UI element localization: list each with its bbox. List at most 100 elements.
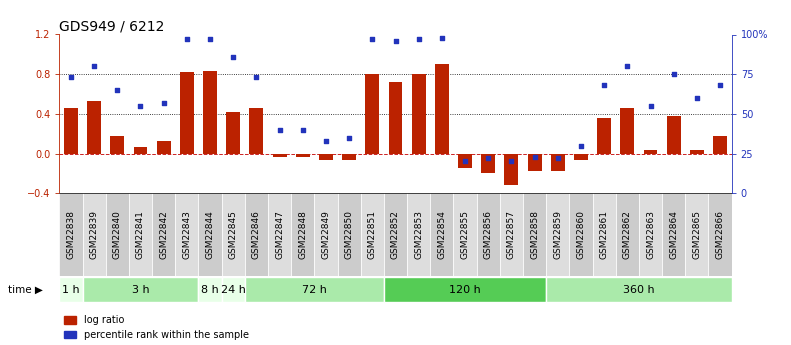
FancyBboxPatch shape bbox=[152, 193, 176, 276]
Bar bbox=[134, 147, 147, 154]
Bar bbox=[505, 154, 518, 185]
Point bbox=[436, 35, 448, 40]
FancyBboxPatch shape bbox=[570, 193, 592, 276]
Text: GSM22854: GSM22854 bbox=[437, 210, 446, 259]
FancyBboxPatch shape bbox=[338, 193, 361, 276]
FancyBboxPatch shape bbox=[453, 193, 477, 276]
Text: GSM22851: GSM22851 bbox=[368, 210, 377, 259]
Bar bbox=[319, 154, 333, 160]
Bar bbox=[620, 108, 634, 154]
FancyBboxPatch shape bbox=[523, 193, 547, 276]
Text: GSM22845: GSM22845 bbox=[229, 210, 238, 259]
Point bbox=[343, 135, 355, 140]
Text: GSM22861: GSM22861 bbox=[600, 210, 608, 259]
FancyBboxPatch shape bbox=[662, 193, 685, 276]
FancyBboxPatch shape bbox=[384, 277, 547, 302]
FancyBboxPatch shape bbox=[384, 193, 407, 276]
Text: GSM22865: GSM22865 bbox=[692, 210, 702, 259]
FancyBboxPatch shape bbox=[430, 193, 453, 276]
FancyBboxPatch shape bbox=[500, 193, 523, 276]
Point bbox=[88, 63, 100, 69]
Bar bbox=[110, 136, 124, 154]
Point bbox=[598, 82, 611, 88]
FancyBboxPatch shape bbox=[59, 193, 82, 276]
Bar bbox=[157, 141, 171, 154]
Text: GSM22852: GSM22852 bbox=[391, 210, 400, 259]
FancyBboxPatch shape bbox=[547, 277, 732, 302]
Legend: log ratio, percentile rank within the sample: log ratio, percentile rank within the sa… bbox=[64, 315, 248, 340]
Point bbox=[621, 63, 634, 69]
Text: GSM22863: GSM22863 bbox=[646, 210, 655, 259]
FancyBboxPatch shape bbox=[547, 193, 570, 276]
Point bbox=[273, 127, 286, 132]
FancyBboxPatch shape bbox=[477, 193, 500, 276]
FancyBboxPatch shape bbox=[244, 277, 384, 302]
Bar bbox=[435, 64, 448, 154]
Text: GSM22855: GSM22855 bbox=[460, 210, 470, 259]
FancyBboxPatch shape bbox=[268, 193, 291, 276]
FancyBboxPatch shape bbox=[615, 193, 639, 276]
FancyBboxPatch shape bbox=[199, 193, 221, 276]
Point bbox=[412, 37, 425, 42]
FancyBboxPatch shape bbox=[82, 277, 199, 302]
Bar bbox=[388, 82, 403, 154]
Bar bbox=[180, 72, 194, 154]
Point bbox=[180, 37, 193, 42]
Text: GSM22856: GSM22856 bbox=[484, 210, 493, 259]
Point bbox=[134, 103, 147, 109]
Point bbox=[528, 154, 541, 159]
FancyBboxPatch shape bbox=[592, 193, 615, 276]
Point bbox=[111, 87, 123, 93]
Text: GDS949 / 6212: GDS949 / 6212 bbox=[59, 19, 165, 33]
Point bbox=[459, 159, 471, 164]
Text: GSM22849: GSM22849 bbox=[321, 210, 331, 259]
FancyBboxPatch shape bbox=[639, 193, 662, 276]
Point bbox=[668, 71, 680, 77]
Text: GSM22843: GSM22843 bbox=[183, 210, 191, 259]
Bar bbox=[690, 149, 704, 154]
Point bbox=[227, 54, 240, 59]
Text: 120 h: 120 h bbox=[449, 285, 481, 295]
FancyBboxPatch shape bbox=[361, 193, 384, 276]
Text: 8 h: 8 h bbox=[201, 285, 219, 295]
FancyBboxPatch shape bbox=[685, 193, 709, 276]
Text: time ▶: time ▶ bbox=[8, 285, 43, 295]
Text: GSM22846: GSM22846 bbox=[252, 210, 261, 259]
Text: GSM22862: GSM22862 bbox=[623, 210, 632, 259]
Bar bbox=[551, 154, 565, 171]
Point bbox=[65, 75, 78, 80]
Text: GSM22847: GSM22847 bbox=[275, 210, 284, 259]
FancyBboxPatch shape bbox=[59, 277, 82, 302]
Point bbox=[482, 156, 494, 161]
Point bbox=[505, 159, 518, 164]
Text: 3 h: 3 h bbox=[131, 285, 149, 295]
Bar bbox=[644, 149, 657, 154]
Point bbox=[389, 38, 402, 43]
FancyBboxPatch shape bbox=[199, 277, 221, 302]
FancyBboxPatch shape bbox=[244, 193, 268, 276]
Text: GSM22839: GSM22839 bbox=[89, 210, 99, 259]
Bar bbox=[481, 154, 495, 173]
FancyBboxPatch shape bbox=[176, 193, 199, 276]
Bar bbox=[713, 136, 727, 154]
Bar bbox=[412, 74, 426, 154]
FancyBboxPatch shape bbox=[106, 193, 129, 276]
Point bbox=[366, 37, 379, 42]
FancyBboxPatch shape bbox=[709, 193, 732, 276]
Bar bbox=[296, 154, 310, 157]
Bar bbox=[365, 74, 379, 154]
Text: GSM22859: GSM22859 bbox=[553, 210, 562, 259]
Point bbox=[297, 127, 309, 132]
Text: GSM22858: GSM22858 bbox=[530, 210, 539, 259]
Text: 72 h: 72 h bbox=[302, 285, 327, 295]
Bar bbox=[64, 108, 78, 154]
Bar bbox=[528, 154, 542, 171]
Text: GSM22864: GSM22864 bbox=[669, 210, 678, 259]
Point bbox=[691, 95, 703, 101]
Point bbox=[713, 82, 726, 88]
Text: 360 h: 360 h bbox=[623, 285, 655, 295]
Text: GSM22866: GSM22866 bbox=[716, 210, 725, 259]
Text: GSM22860: GSM22860 bbox=[577, 210, 585, 259]
Point bbox=[644, 103, 657, 109]
Text: GSM22840: GSM22840 bbox=[113, 210, 122, 259]
